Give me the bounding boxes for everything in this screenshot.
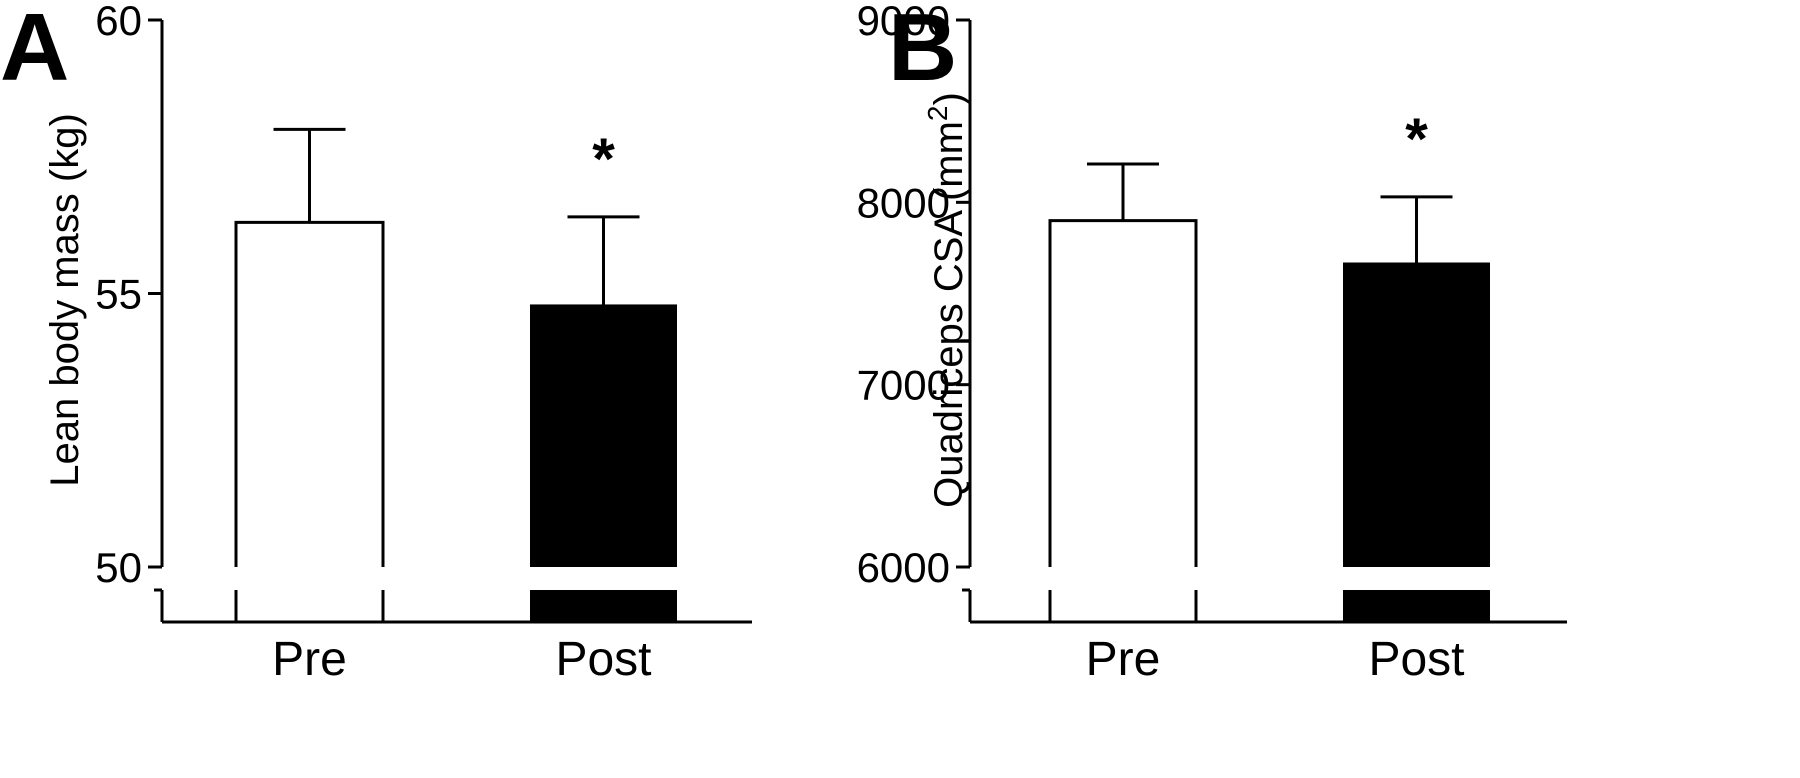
- y-axis-title-superscript: 2: [922, 105, 953, 121]
- y-axis-title: Quadriceps CSA (mm2): [922, 92, 972, 508]
- y-axis-title: Lean body mass (kg): [43, 113, 87, 487]
- y-tick-label: 6000: [857, 544, 950, 591]
- y-tick-label: 7000: [857, 362, 950, 409]
- panel-label: B: [888, 0, 957, 101]
- y-axis-title-main: Quadriceps CSA (mm: [927, 121, 971, 508]
- significance-marker: *: [592, 127, 615, 192]
- y-tick-label: 60: [95, 0, 142, 44]
- panel-a: A Lean body mass (kg) 50 55 60 Pre * Post: [0, 0, 752, 686]
- x-category-label: Pre: [272, 633, 347, 686]
- bar-pre: [234, 220, 385, 567]
- x-category-label: Pre: [1086, 633, 1161, 686]
- bar-post: [530, 304, 677, 567]
- y-tick-label: 50: [95, 544, 142, 591]
- bar-post: [1343, 262, 1490, 567]
- panel-label: A: [0, 0, 69, 101]
- panel-b: B Quadriceps CSA (mm2) 6000 7000 8000 9000 P…: [857, 0, 1567, 686]
- y-tick-label: 55: [95, 271, 142, 318]
- x-category-label: Post: [1368, 633, 1464, 686]
- bar-stub-post: [1343, 590, 1490, 622]
- y-tick-label: 8000: [857, 179, 950, 226]
- x-category-label: Post: [555, 633, 651, 686]
- bar-stub-post: [530, 590, 677, 622]
- plot-area: 50 55 60 Pre * Post: [95, 0, 752, 686]
- bar-pre: [1048, 219, 1198, 567]
- significance-marker: *: [1405, 107, 1428, 172]
- y-tick-label: 9000: [857, 0, 950, 44]
- y-axis-title-suffix: ): [927, 92, 971, 105]
- plot-area: 6000 7000 8000 9000 Pre * Post: [857, 0, 1567, 686]
